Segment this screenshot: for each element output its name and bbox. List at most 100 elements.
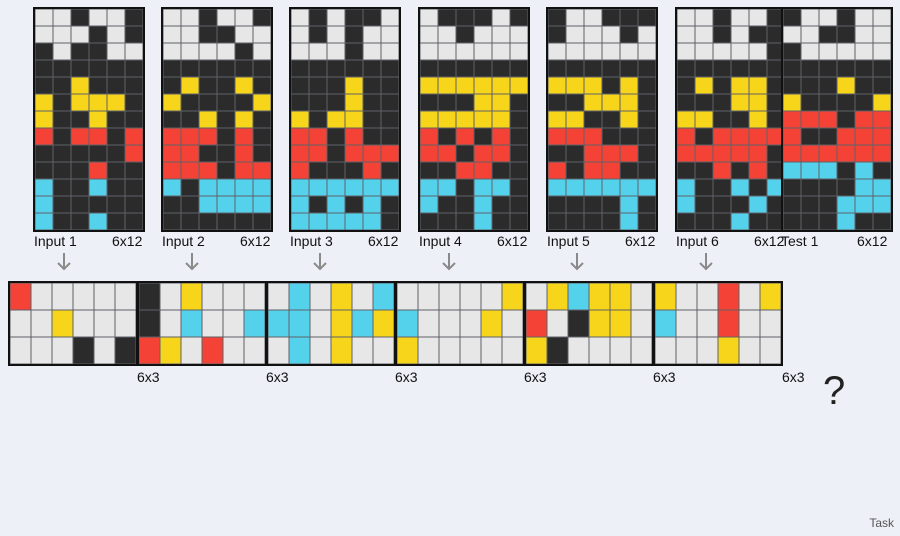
grid-cell [783,179,801,196]
grid-cell [309,145,327,162]
grid-cell [235,162,253,179]
grid-cell [253,43,271,60]
grid-cell [253,162,271,179]
grid-cell [855,77,873,94]
grid-cell [125,43,143,60]
grid-cell [438,60,456,77]
grid-cell [620,60,638,77]
grid-cell [181,179,199,196]
down-arrow-icon [185,253,199,271]
grid-cell [760,283,781,310]
grid-cell [620,196,638,213]
grid-cell [291,77,309,94]
grid-cell [602,128,620,145]
grid-cell [749,213,767,230]
grid-cell [837,162,855,179]
grid-cell [331,310,352,337]
grid-cell [873,26,891,43]
grid-cell [873,196,891,213]
grid-cell [35,60,53,77]
input-size-label: 6x12 [754,233,785,249]
grid-cell [474,111,492,128]
grid-cell [481,310,502,337]
grid-cell [760,310,781,337]
grid-cell [749,179,767,196]
grid-cell [783,26,801,43]
grid-cell [107,43,125,60]
grid-cell [584,128,602,145]
grid-cell [481,337,502,364]
grid-cell [160,310,181,337]
input-size-label: 6x12 [112,233,143,249]
grid-cell [310,337,331,364]
grid-cell [420,77,438,94]
grid-cell [163,179,181,196]
grid-cell [677,162,695,179]
grid-cell [510,26,528,43]
grid-cell [345,9,363,26]
grid-cell [547,310,568,337]
grid-cell [492,213,510,230]
grid-cell [602,9,620,26]
grid-cell [235,145,253,162]
grid-cell [199,196,217,213]
grid-cell [620,94,638,111]
input-grid-3 [289,7,401,232]
grid-cell [855,94,873,111]
grid-cell [268,337,289,364]
grid-cell [71,26,89,43]
grid-cell [217,111,235,128]
input-size-label: 6x12 [497,233,528,249]
grid-cell [331,337,352,364]
output-grid-3 [266,281,396,366]
grid-cell [53,77,71,94]
grid-cell [655,310,676,337]
grid-cell [677,196,695,213]
grid-cell [547,283,568,310]
grid-cell [492,94,510,111]
grid-cell [291,60,309,77]
grid-cell [418,283,439,310]
grid-cell [474,128,492,145]
grid-cell [602,213,620,230]
grid-cell [35,179,53,196]
grid-cell [199,162,217,179]
grid-cell [801,60,819,77]
grid-cell [181,310,202,337]
grid-cell [783,196,801,213]
grid-cell [713,43,731,60]
grid-cell [53,179,71,196]
grid-cell [819,179,837,196]
grid-cell [731,145,749,162]
grid-cell [363,162,381,179]
grid-cell [107,26,125,43]
grid-cell [181,111,199,128]
grid-cell [163,213,181,230]
grid-cell [855,145,873,162]
grid-cell [801,94,819,111]
grid-cell [620,43,638,60]
grid-cell [801,128,819,145]
grid-cell [718,310,739,337]
grid-cell [291,43,309,60]
grid-cell [713,111,731,128]
grid-cell [676,283,697,310]
grid-cell [438,26,456,43]
grid-cell [819,94,837,111]
grid-cell [381,213,399,230]
grid-cell [510,179,528,196]
grid-cell [767,213,785,230]
grid-cell [420,213,438,230]
output-size-label: 6x3 [137,369,160,385]
grid-cell [438,196,456,213]
grid-cell [327,111,345,128]
grid-cell [456,179,474,196]
grid-cell [163,26,181,43]
grid-cell [510,196,528,213]
grid-cell [235,196,253,213]
grid-cell [610,310,631,337]
grid-cell [345,77,363,94]
grid-cell [217,77,235,94]
grid-cell [638,60,656,77]
grid-cell [695,111,713,128]
